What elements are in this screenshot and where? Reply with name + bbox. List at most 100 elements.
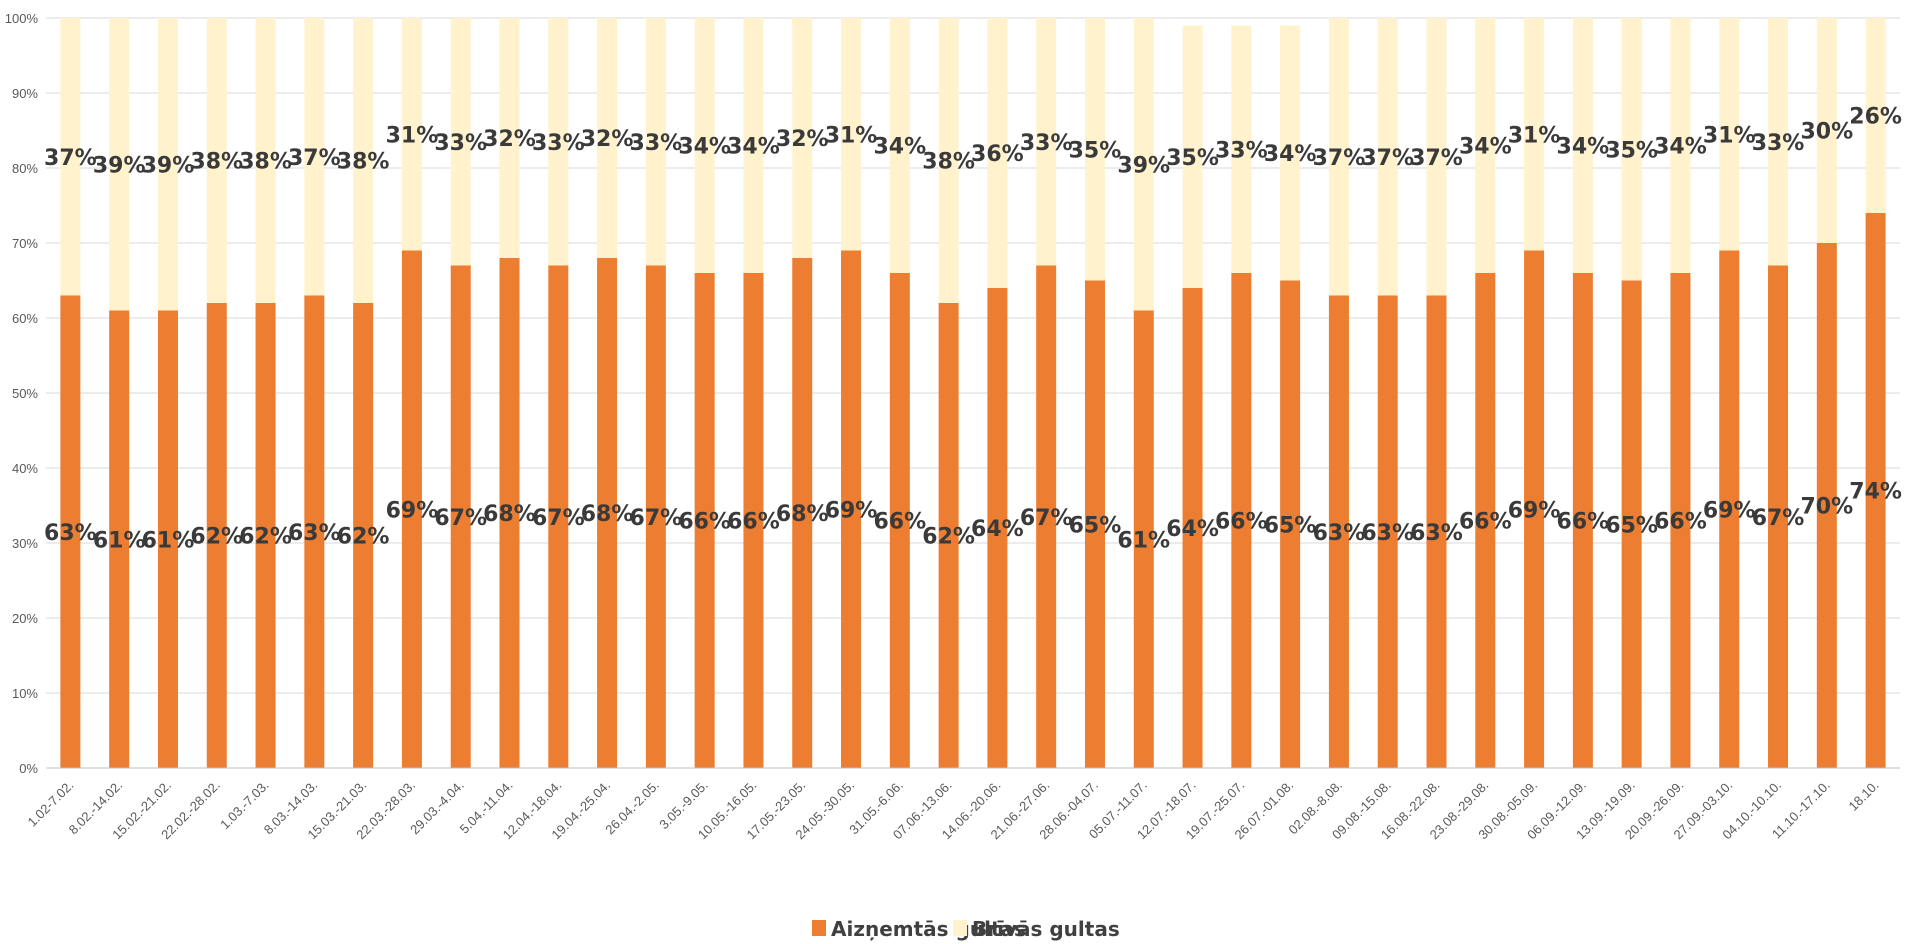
bar-free [109,18,130,311]
data-label-free: 33% [1752,131,1805,156]
bar-free [645,18,666,266]
data-label-free: 38% [922,150,975,175]
bar-free [1572,18,1593,273]
data-label-occupied: 74% [1849,480,1902,505]
data-label-occupied: 66% [727,510,780,535]
data-label-free: 34% [1654,135,1707,160]
data-label-occupied: 62% [239,525,292,550]
y-tick-label: 80% [12,161,38,176]
data-label-occupied: 65% [1069,513,1122,538]
bar-free [1768,18,1789,266]
bar-free [304,18,325,296]
y-tick-label: 100% [5,11,39,26]
data-label-occupied: 70% [1800,495,1853,520]
bar-free [1816,18,1837,243]
legend-label-occupied: Aizņemtās gultas [831,917,1026,941]
bar-occupied [987,288,1008,768]
data-label-occupied: 67% [434,506,487,531]
data-label-free: 37% [1361,146,1414,171]
data-label-occupied: 67% [630,506,683,531]
bar-occupied [548,265,569,768]
bar-occupied [1768,265,1789,768]
data-label-free: 37% [288,146,341,171]
data-label-free: 37% [44,146,97,171]
x-axis: 1.02-7.02.8.02.-14.02.15.02.-21.02.22.02… [25,767,1900,842]
bar-occupied [109,310,130,768]
data-label-free: 31% [825,123,878,148]
bar-occupied [1572,273,1593,768]
data-label-free: 34% [1557,135,1610,160]
data-label-free: 34% [873,135,926,160]
y-tick-label: 10% [12,686,38,701]
y-tick-label: 0% [19,761,38,776]
bar-occupied [743,273,764,768]
bar-occupied [1231,273,1252,768]
y-tick-label: 40% [12,461,38,476]
bar-occupied [206,303,227,768]
bar-occupied [1133,310,1154,768]
data-label-occupied: 63% [1313,521,1366,546]
data-label-occupied: 67% [1020,506,1073,531]
data-label-occupied: 68% [581,502,634,527]
bar-occupied [450,265,471,768]
y-tick-label: 70% [12,236,38,251]
data-label-occupied: 62% [922,525,975,550]
bar-free [743,18,764,273]
bar-occupied [255,303,276,768]
data-label-free: 31% [1703,123,1756,148]
bar-occupied [1426,295,1447,768]
bar-free [597,18,618,258]
data-label-free: 34% [1264,142,1317,167]
bar-free [841,18,862,251]
data-label-free: 33% [1020,131,1073,156]
data-label-occupied: 62% [190,525,243,550]
bar-free [1084,18,1105,281]
data-label-occupied: 65% [1605,513,1658,538]
y-tick-label: 20% [12,611,38,626]
bar-occupied [1670,273,1691,768]
bar-free [450,18,471,266]
data-label-occupied: 63% [288,521,341,546]
data-label-free: 35% [1166,146,1219,171]
data-label-occupied: 61% [93,528,146,553]
bar-free [60,18,81,296]
y-tick-label: 90% [12,86,38,101]
bar-occupied [694,273,715,768]
bar-occupied [304,295,325,768]
bar-free [1719,18,1740,251]
data-label-free: 35% [1605,138,1658,163]
bar-free [1280,25,1301,281]
bar-occupied [597,258,618,768]
bar-free [1475,18,1496,273]
bar-occupied [401,250,422,768]
data-label-free: 34% [678,135,731,160]
bar-free [548,18,569,266]
data-label-occupied: 64% [1166,517,1219,542]
bar-free [206,18,227,303]
bar-occupied [1280,280,1301,768]
bars [60,18,1886,768]
bar-occupied [1719,250,1740,768]
bar-free [1182,25,1203,288]
bar-free [1865,18,1886,213]
bar-free [1670,18,1691,273]
bar-occupied [645,265,666,768]
x-tick-label: 18.10. [1846,778,1882,814]
data-label-occupied: 66% [678,510,731,535]
data-label-occupied: 66% [1215,510,1268,535]
bar-occupied [1377,295,1398,768]
data-label-occupied: 66% [1654,510,1707,535]
data-label-free: 32% [581,127,634,152]
bar-free [1524,18,1545,251]
data-label-free: 31% [386,123,439,148]
bar-free [938,18,959,303]
data-label-occupied: 68% [483,502,536,527]
bar-occupied [889,273,910,768]
bar-occupied [1524,250,1545,768]
bar-free [694,18,715,273]
y-tick-label: 30% [12,536,38,551]
bar-occupied [792,258,813,768]
bar-occupied [1865,213,1886,768]
data-label-occupied: 69% [825,498,878,523]
bar-occupied [1084,280,1105,768]
